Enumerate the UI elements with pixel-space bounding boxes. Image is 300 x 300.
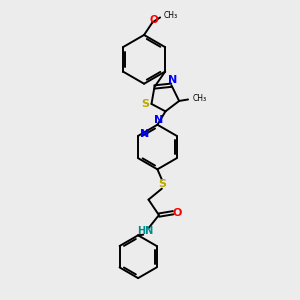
Text: O: O <box>150 15 158 25</box>
Text: CH₃: CH₃ <box>193 94 207 103</box>
Text: S: S <box>158 179 166 189</box>
Text: HN: HN <box>137 226 154 236</box>
Text: CH₃: CH₃ <box>164 11 178 20</box>
Text: S: S <box>141 99 149 109</box>
Text: N: N <box>154 115 163 125</box>
Text: N: N <box>168 75 177 85</box>
Text: O: O <box>173 208 182 218</box>
Text: N: N <box>140 129 149 140</box>
